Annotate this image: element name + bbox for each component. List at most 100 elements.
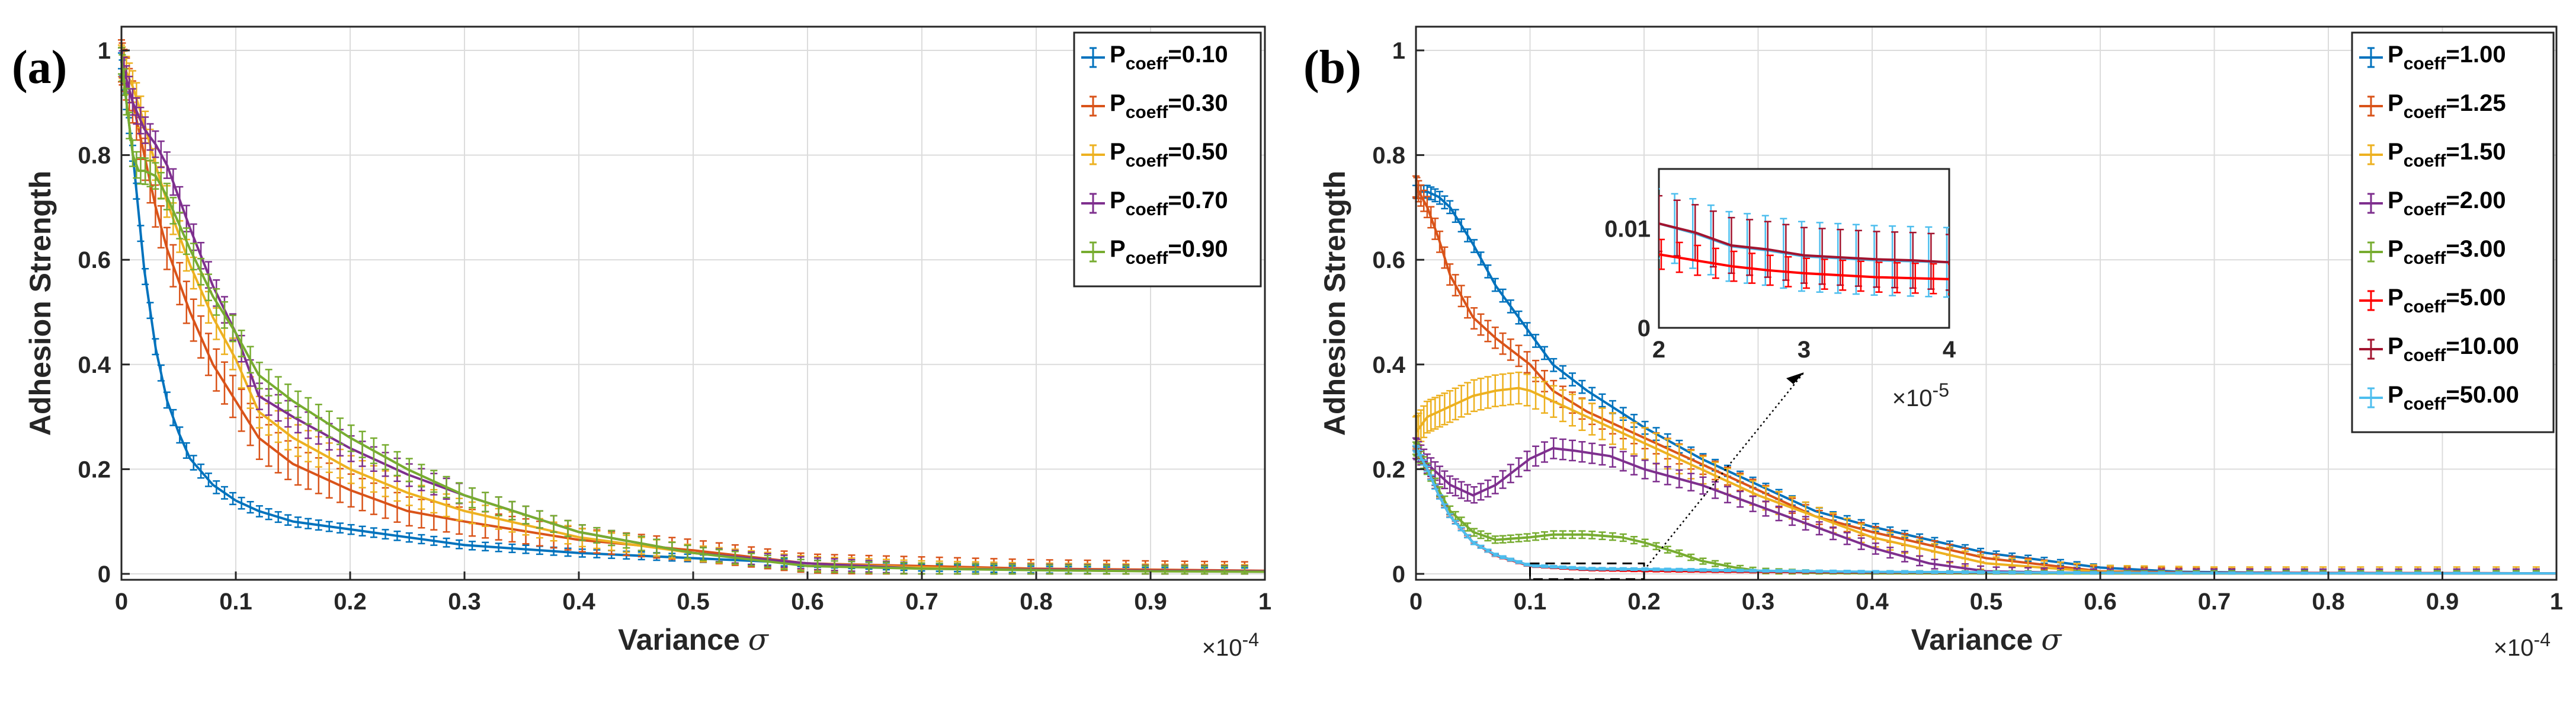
panel-a-errorbar — [865, 561, 873, 574]
y-tick-label: 0.2 — [1372, 456, 1405, 483]
panel-a-errorbar — [900, 561, 908, 575]
panel-a-errorbar — [593, 526, 601, 544]
zoom-arrow-head — [1786, 372, 1804, 384]
panel-a-errorbar — [238, 496, 245, 510]
inset-errorbar — [1689, 198, 1697, 269]
panel-b-errorbar — [2246, 571, 2254, 575]
panel-b-errorbar — [1436, 230, 1444, 253]
panel-b-errorbar — [1916, 570, 1924, 574]
panel-b-errorbar — [1578, 566, 1586, 570]
panel-b-errorbar — [2357, 571, 2364, 575]
panel-a-errorbar — [152, 338, 159, 356]
y-tick-label: 0.4 — [78, 352, 111, 378]
panel-b-errorbar — [1687, 472, 1695, 491]
panel-b-errorbar — [2008, 570, 2016, 574]
panel-b-errorbar — [2073, 571, 2081, 575]
panel-a-errorbar — [146, 123, 154, 151]
panel-b-errorbar — [2492, 571, 2500, 575]
panel-a-errorbar — [238, 330, 245, 357]
panel-a-errorbar — [468, 541, 476, 551]
panel-b-errorbar — [1609, 567, 1616, 571]
panel-b-errorbar — [1802, 569, 1809, 573]
panel-b-errorbar — [1843, 532, 1851, 545]
y-tick-label: 0.2 — [78, 456, 111, 483]
panel-b-errorbar — [1578, 530, 1586, 539]
panel-a-errorbar — [764, 554, 771, 569]
panel-b-errorbar — [1452, 209, 1459, 224]
x-tick-label: 0.5 — [677, 589, 710, 615]
panel-b-errorbar — [1477, 544, 1485, 549]
panel-a-errorbar — [653, 538, 661, 554]
panel-a-errorbar — [482, 491, 489, 513]
panel-b-errorbar — [1641, 567, 1649, 571]
panel-a-errorbar — [831, 560, 838, 573]
zoom-arrow-line — [1646, 372, 1805, 567]
panel-a-errorbar — [213, 480, 220, 494]
panel-b-errorbar — [1550, 564, 1558, 569]
legend-item: Pcoeff=3.00 — [2359, 236, 2506, 268]
panel-b-errorbar — [1470, 307, 1478, 330]
panel-a-errorbar — [347, 424, 355, 452]
panel-b-errorbar — [2395, 571, 2402, 575]
panel-b-errorbar — [1641, 538, 1649, 547]
panel-a-errorbar — [255, 362, 263, 389]
panel-b-errorbar — [1446, 513, 1454, 519]
panel-a-errorbar — [129, 139, 136, 167]
panel-b-errorbar — [1559, 389, 1566, 423]
y-tick-label: 1 — [1392, 38, 1405, 64]
x-tick-label: 0.4 — [562, 589, 595, 615]
panel-a-errorbar — [347, 523, 355, 535]
panel-b-errorbar — [1916, 555, 1924, 567]
panel-b-errorbar — [1675, 469, 1683, 488]
panel-b-errorbar — [2319, 571, 2327, 575]
panel-b-errorbar — [1484, 532, 1492, 542]
panel-b-errorbar — [2264, 571, 2271, 575]
panel-b-errorbar — [1457, 385, 1465, 418]
panel-a-errorbar — [213, 348, 220, 392]
x-tick-label: 0.2 — [334, 589, 367, 615]
panel-b-errorbar — [1568, 372, 1576, 387]
panel-a-errorbar — [146, 159, 154, 187]
panel-b-errorbar — [1540, 381, 1548, 414]
panel-b-errorbar — [1507, 557, 1514, 562]
panel-b-errorbar — [1559, 365, 1566, 379]
panel-b-errorbar — [1523, 322, 1531, 336]
panel-b-errorbar — [2158, 571, 2165, 575]
panel-b-errorbar — [1687, 553, 1695, 561]
panel-a-errorbar — [418, 534, 425, 545]
panel-b-errorbar — [1499, 470, 1507, 489]
panel-b-errorbar — [1609, 446, 1616, 468]
panel-b-errorbar — [1857, 537, 1865, 550]
panel-b-errorbar — [1886, 570, 1894, 574]
panel-a-errorbar — [1065, 564, 1072, 575]
panel-a-errorbar — [163, 226, 171, 270]
panel-b-errorbar — [1477, 251, 1485, 266]
x-tick-label: 0.1 — [219, 589, 252, 615]
panel-a-errorbar — [405, 458, 413, 483]
panel-b-errorbar — [1532, 445, 1540, 467]
panel-b-errorbar — [1499, 373, 1507, 407]
panel-a-errorbar — [294, 516, 302, 528]
panel-a-errorbar — [578, 524, 586, 541]
panel-a-errorbar — [972, 563, 979, 575]
panel-a-errorbar — [142, 116, 149, 144]
panel-b-errorbar — [2106, 571, 2114, 575]
panel-b-errorbar — [1423, 465, 1431, 472]
panel-b-errorbar — [1815, 521, 1823, 536]
panel-a-errorbar — [238, 388, 245, 432]
panel-a-errorbar — [1161, 565, 1169, 575]
legend-box — [2351, 31, 2555, 433]
panel-b-errorbar — [1946, 570, 1954, 574]
panel-b-errorbar — [1699, 476, 1707, 495]
panel-b-errorbar — [1441, 246, 1449, 269]
panel-a-errorbar — [700, 547, 707, 561]
panel-a-errorbar — [536, 510, 543, 529]
panel-a-errorbar — [358, 430, 366, 458]
panel-a-errorbar — [182, 227, 190, 256]
panel-b-errorbar — [1749, 495, 1757, 512]
x-tick-label: 0.9 — [2426, 589, 2459, 615]
panel-b-errorbar — [1559, 530, 1566, 539]
panel-label: (b) — [1303, 41, 1361, 94]
x-axis-multiplier: ×10-4 — [1202, 629, 1259, 661]
panel-b-errorbar — [1477, 378, 1485, 411]
